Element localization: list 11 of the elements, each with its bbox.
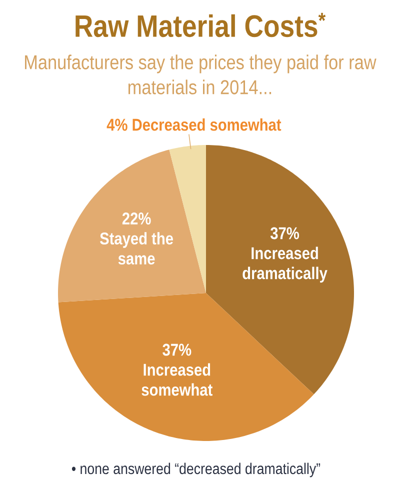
slice-label: Decreased somewhat [132,118,282,131]
text: • none answered “decreased dramatically” [72,462,320,478]
chart-subtitle: Manufacturers say the prices they paid for raw materials in 2014... [25,54,376,94]
data-label: 22% [122,212,151,225]
data-label: 37% [162,344,192,356]
slice-label: Increased somewhat [142,363,212,396]
slice-label: Stayed the same [100,232,174,265]
slice-label: Increased dramatically [242,246,328,283]
chart-title: Raw Material Costs$^{*}$ [76,12,326,38]
data-label: 4% [106,118,128,131]
data-label: 37% [270,227,300,240]
